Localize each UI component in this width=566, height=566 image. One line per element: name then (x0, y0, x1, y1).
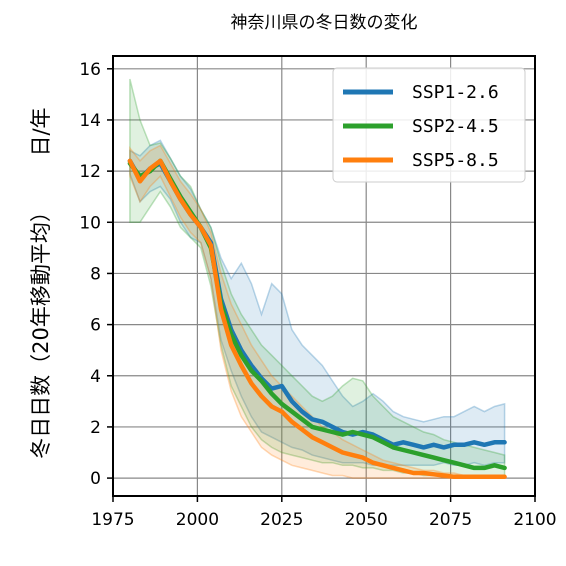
y-tick-label: 4 (90, 367, 101, 387)
y-tick-label: 12 (79, 162, 101, 182)
chart-title: 神奈川県の冬日数の変化 (231, 13, 418, 33)
y-tick-label: 14 (79, 111, 101, 131)
series-line-ssp585 (127, 158, 507, 480)
y-axis-unit-label: 日/年 (29, 107, 53, 156)
x-tick-label: 2025 (260, 510, 303, 530)
x-tick-label: 2050 (345, 510, 388, 530)
series-lines (127, 158, 507, 480)
y-tick-label: 16 (79, 60, 101, 80)
plot-frame (112, 55, 536, 497)
x-tick-label: 2075 (429, 510, 472, 530)
x-tick-label: 2000 (176, 510, 219, 530)
legend-label-ssp245: SSP2-4.5 (412, 116, 499, 137)
y-tick-label: 0 (90, 469, 101, 489)
x-tick-label: 2100 (513, 510, 556, 530)
y-tick-label: 8 (90, 264, 101, 284)
y-tick-label: 10 (79, 213, 101, 233)
x-tick-label: 1975 (91, 510, 134, 530)
legend-label-ssp126: SSP1-2.6 (412, 82, 499, 103)
y-tick-label: 6 (90, 316, 101, 336)
y-tick-label: 2 (90, 418, 101, 438)
legend-box (332, 67, 526, 183)
y-axis-label: 冬日日数（20年移動平均） (29, 201, 53, 459)
axis-ticks: 1975 2000 2025 2050 2075 2100 0 2 4 6 8 10 12 14 16 (79, 60, 556, 530)
legend: SSP1-2.6 SSP2-4.5 SSP5-8.5 (332, 67, 526, 183)
legend-label-ssp585: SSP5-8.5 (412, 150, 499, 171)
